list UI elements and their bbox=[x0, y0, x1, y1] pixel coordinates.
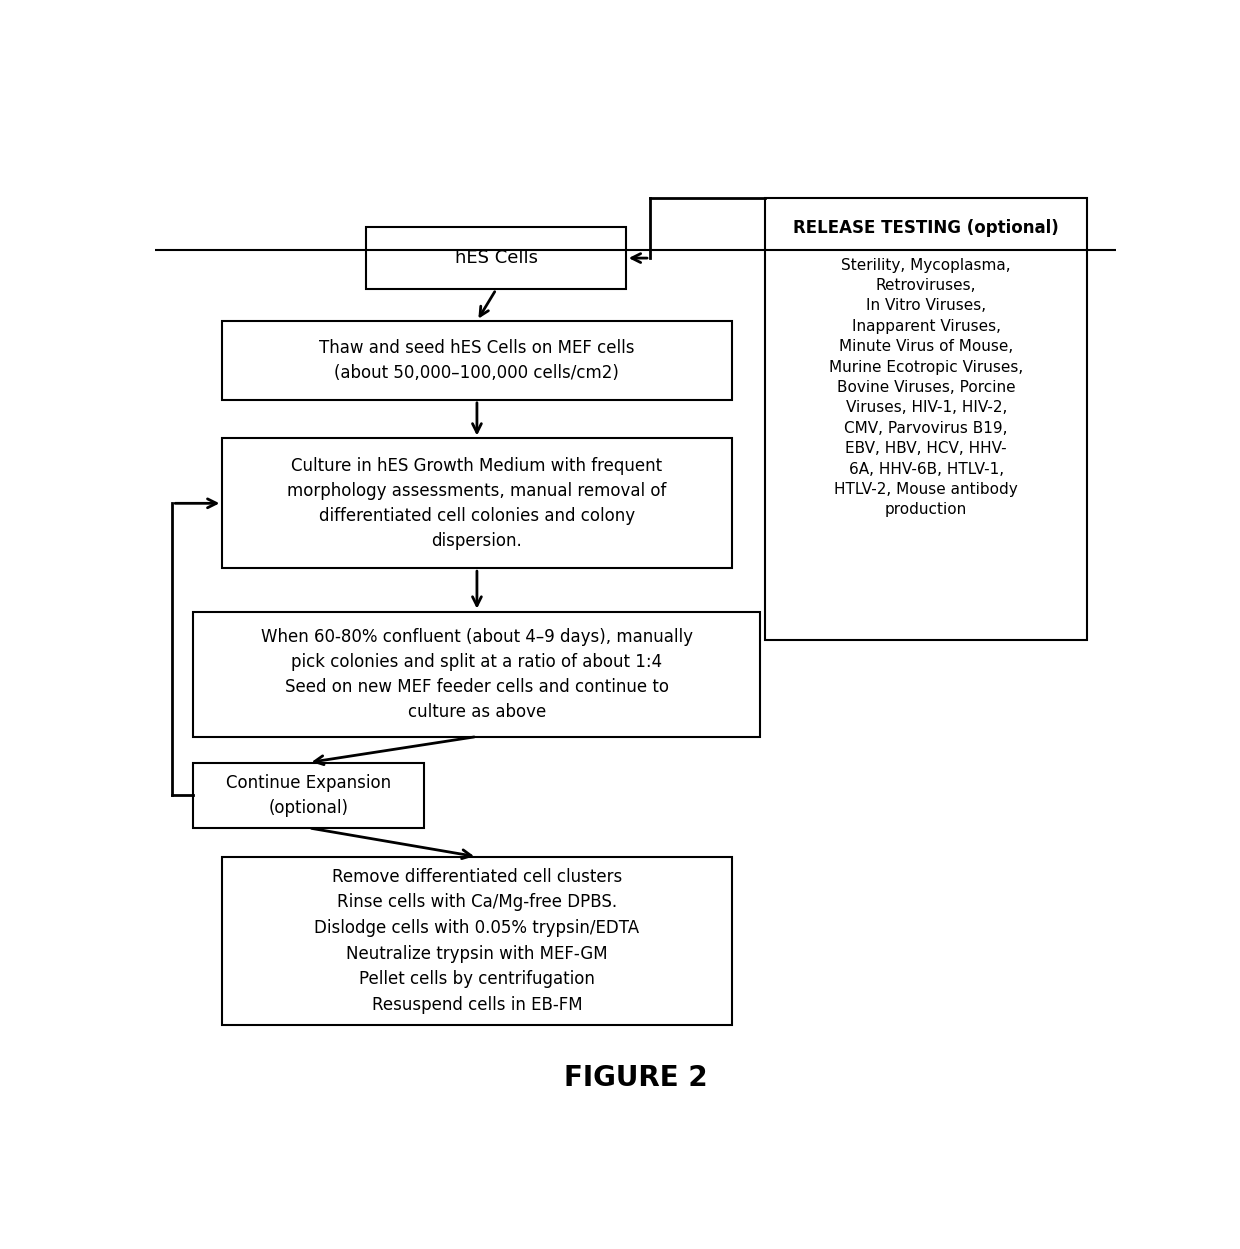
Text: FIGURE 2: FIGURE 2 bbox=[564, 1064, 707, 1092]
Bar bbox=[765, 199, 1087, 641]
Text: RELEASE TESTING (optional): RELEASE TESTING (optional) bbox=[794, 219, 1059, 237]
Text: Thaw and seed hES Cells on MEF cells
(about 50,000–100,000 cells/cm2): Thaw and seed hES Cells on MEF cells (ab… bbox=[319, 338, 635, 382]
Text: Sterility, Mycoplasma,
Retroviruses,
In Vitro Viruses,
Inapparent Viruses,
Minut: Sterility, Mycoplasma, Retroviruses, In … bbox=[830, 257, 1023, 517]
Bar bbox=[367, 227, 626, 290]
Text: hES Cells: hES Cells bbox=[455, 249, 538, 267]
Text: Culture in hES Growth Medium with frequent
morphology assessments, manual remova: Culture in hES Growth Medium with freque… bbox=[288, 457, 667, 550]
Bar bbox=[193, 612, 760, 737]
Text: Remove differentiated cell clusters
Rinse cells with Ca/Mg-free DPBS.
Dislodge c: Remove differentiated cell clusters Rins… bbox=[315, 868, 640, 1014]
Text: When 60-80% confluent (about 4–9 days), manually
pick colonies and split at a ra: When 60-80% confluent (about 4–9 days), … bbox=[260, 627, 693, 721]
Bar bbox=[193, 762, 424, 828]
Bar bbox=[222, 857, 732, 1025]
Text: Continue Expansion
(optional): Continue Expansion (optional) bbox=[226, 773, 392, 817]
Bar bbox=[222, 438, 732, 568]
Bar bbox=[222, 321, 732, 400]
